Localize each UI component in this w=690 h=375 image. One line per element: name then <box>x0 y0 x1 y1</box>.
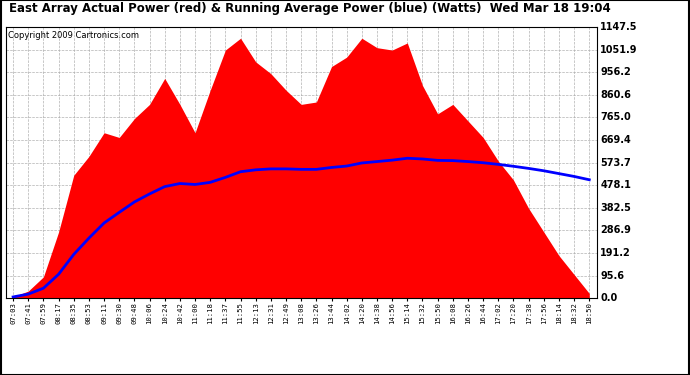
Text: Copyright 2009 Cartronics.com: Copyright 2009 Cartronics.com <box>8 31 139 40</box>
Text: 1147.5: 1147.5 <box>600 22 638 32</box>
Text: 95.6: 95.6 <box>600 270 624 280</box>
Text: 478.1: 478.1 <box>600 180 631 190</box>
Text: 382.5: 382.5 <box>600 203 631 213</box>
Text: 860.6: 860.6 <box>600 90 631 100</box>
Text: 573.7: 573.7 <box>600 158 631 168</box>
Text: 286.9: 286.9 <box>600 225 631 236</box>
Text: 1051.9: 1051.9 <box>600 45 638 55</box>
Text: 669.4: 669.4 <box>600 135 631 145</box>
Text: 191.2: 191.2 <box>600 248 631 258</box>
Text: 765.0: 765.0 <box>600 112 631 122</box>
Text: East Array Actual Power (red) & Running Average Power (blue) (Watts)  Wed Mar 18: East Array Actual Power (red) & Running … <box>9 2 611 15</box>
Text: 956.2: 956.2 <box>600 67 631 77</box>
Text: 0.0: 0.0 <box>600 293 618 303</box>
